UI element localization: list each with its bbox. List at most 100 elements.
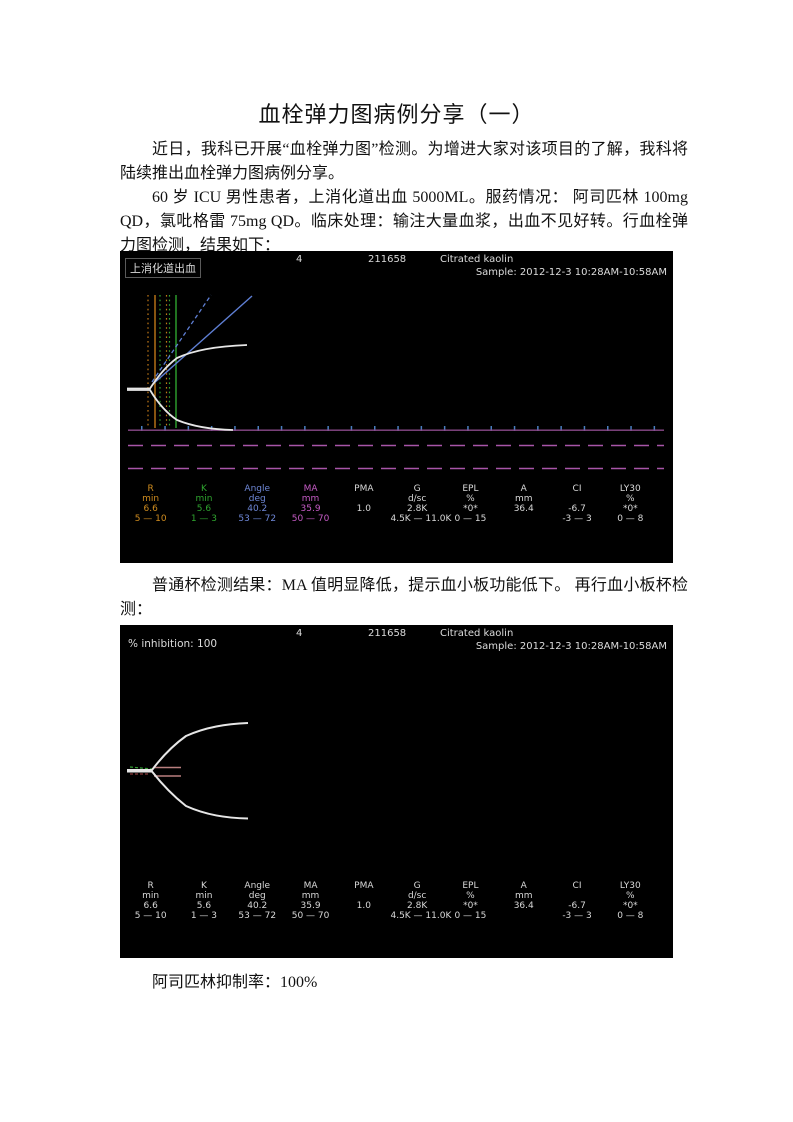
parameter-column: K min 5.6 1 — 3	[177, 484, 230, 524]
parameter-range: 0 — 8	[617, 514, 644, 524]
parameter-range: 50 — 70	[291, 911, 330, 921]
parameter-unit: deg	[248, 891, 266, 901]
parameter-label: A	[520, 484, 527, 494]
parameter-unit: %	[626, 494, 635, 504]
parameter-column: G d/sc 2.8K 4.5K — 11.0K	[390, 881, 452, 921]
parameter-column: EPL % *0* 0 — 15	[444, 881, 497, 921]
parameter-label: CI	[572, 484, 582, 494]
parameter-label: K	[200, 881, 207, 891]
parameter-label: MA	[303, 881, 318, 891]
parameter-unit	[550, 891, 603, 901]
teg1-assay-type: Citrated kaolin	[440, 254, 514, 265]
parameter-label: G	[413, 881, 421, 891]
parameter-range	[337, 911, 390, 921]
parameter-unit: mm	[514, 891, 533, 901]
parameter-range: -3 — 3	[562, 514, 592, 524]
baseline-and-ticks	[128, 426, 664, 470]
teg1-sample-id: 211658	[368, 254, 407, 265]
reference-vertical-lines	[147, 295, 177, 428]
parameter-range: 4.5K — 11.0K	[390, 911, 452, 921]
paragraph-case: 60 岁 ICU 男性患者，上消化道出血 5000ML。服药情况： 阿司匹林 1…	[120, 189, 688, 254]
parameter-range: 0 — 8	[617, 911, 644, 921]
parameter-label: G	[413, 484, 421, 494]
parameter-column: CI -6.7 -3 — 3	[550, 484, 603, 524]
parameter-range: 1 — 3	[190, 514, 218, 524]
parameter-column: PMA 1.0	[337, 484, 390, 524]
parameter-column: LY30 % *0* 0 — 8	[604, 484, 657, 524]
parameter-unit: d/sc	[407, 891, 427, 901]
teg2-assay-type: Citrated kaolin	[440, 628, 514, 639]
parameter-value: 36.4	[513, 901, 534, 911]
parameter-label: R	[147, 484, 154, 494]
parameter-unit: min	[142, 494, 160, 504]
parameter-column: Angle deg 40.2 53 — 72	[231, 881, 284, 921]
parameter-unit: min	[142, 891, 160, 901]
intro-text-block: 近日，我科已开展“血栓弹力图”检测。为增进大家对该项目的了解，我科将陆续推出血栓…	[120, 138, 688, 258]
parameter-value: *0*	[622, 901, 638, 911]
teg1-parameter-table: R min 6.6 5 — 10 K min 5.6 1 — 3 Angle d…	[124, 484, 657, 524]
teg1-sample-time: Sample: 2012-12-3 10:28AM-10:58AM	[475, 267, 667, 278]
parameter-unit: %	[626, 891, 635, 901]
parameter-column: R min 6.6 5 — 10	[124, 881, 177, 921]
teg1-tracing-plot	[127, 294, 664, 470]
parameter-column: MA mm 35.9 50 — 70	[284, 484, 337, 524]
parameter-range	[337, 514, 390, 524]
parameter-range: -3 — 3	[562, 911, 592, 921]
teg-screenshot-platelet: 4 211658 Citrated kaolin Sample: 2012-12…	[120, 625, 673, 958]
parameter-label: PMA	[354, 484, 374, 494]
paragraph-middle: 普通杯检测结果：MA 值明显降低，提示血小板功能低下。 再行血小板杯检测：	[120, 577, 688, 618]
parameter-value: 6.6	[143, 901, 158, 911]
parameter-column: PMA 1.0	[337, 881, 390, 921]
parameter-column: EPL % *0* 0 — 15	[444, 484, 497, 524]
parameter-column: MA mm 35.9 50 — 70	[284, 881, 337, 921]
parameter-value: 6.6	[143, 504, 158, 514]
parameter-label: EPL	[462, 484, 479, 494]
parameter-range: 1 — 3	[190, 911, 218, 921]
parameter-label: MA	[303, 484, 318, 494]
parameter-range: 5 — 10	[134, 911, 167, 921]
parameter-column: Angle deg 40.2 53 — 72	[231, 484, 284, 524]
teg2-channel-number: 4	[296, 628, 303, 639]
parameter-range	[497, 514, 550, 524]
teg-trace-curve	[127, 722, 249, 820]
parameter-label: K	[200, 484, 207, 494]
parameter-label: A	[520, 881, 527, 891]
teg2-sample-id: 211658	[368, 628, 407, 639]
teg2-inhibition-label: % inhibition: 100	[128, 638, 218, 650]
parameter-range: 53 — 72	[238, 911, 277, 921]
parameter-range: 5 — 10	[134, 514, 167, 524]
parameter-range: 4.5K — 11.0K	[390, 514, 452, 524]
parameter-label: Angle	[244, 484, 271, 494]
parameter-unit: deg	[248, 494, 266, 504]
page-title: 血栓弹力图病例分享（一）	[258, 102, 535, 127]
parameter-label: CI	[572, 881, 582, 891]
parameter-value: -6.7	[568, 901, 586, 911]
parameter-range: 0 — 15	[454, 514, 487, 524]
parameter-value: 1.0	[356, 504, 371, 514]
parameter-column: K min 5.6 1 — 3	[177, 881, 230, 921]
parameter-label: EPL	[462, 881, 479, 891]
parameter-unit: min	[195, 891, 213, 901]
parameter-value: 2.8K	[407, 901, 428, 911]
tip-reference-marks	[129, 766, 153, 775]
teg-trace-curve	[127, 344, 248, 431]
parameter-unit: %	[466, 891, 475, 901]
parameter-column: LY30 % *0* 0 — 8	[604, 881, 657, 921]
teg1-channel-number: 4	[296, 254, 303, 265]
teg2-sample-time: Sample: 2012-12-3 10:28AM-10:58AM	[475, 641, 667, 652]
teg1-case-label: 上消化道出血	[125, 258, 201, 278]
parameter-value: *0*	[463, 504, 478, 514]
middle-text-block: 普通杯检测结果：MA 值明显降低，提示血小板功能低下。 再行血小板杯检测：	[120, 574, 688, 622]
parameter-value: 5.6	[196, 901, 212, 911]
parameter-range	[497, 911, 550, 921]
parameter-label: LY30	[619, 484, 641, 494]
parameter-value: 40.2	[247, 504, 268, 514]
parameter-unit: mm	[301, 891, 320, 901]
angle-reference-lines	[151, 294, 253, 385]
teg-screenshot-kaolin: 4 211658 Citrated kaolin Sample: 2012-12…	[120, 251, 673, 563]
parameter-range: 53 — 72	[238, 514, 277, 524]
parameter-unit: mm	[514, 494, 533, 504]
parameter-unit: d/sc	[407, 494, 427, 504]
parameter-value: *0*	[622, 504, 638, 514]
parameter-column: A mm 36.4	[497, 881, 550, 921]
